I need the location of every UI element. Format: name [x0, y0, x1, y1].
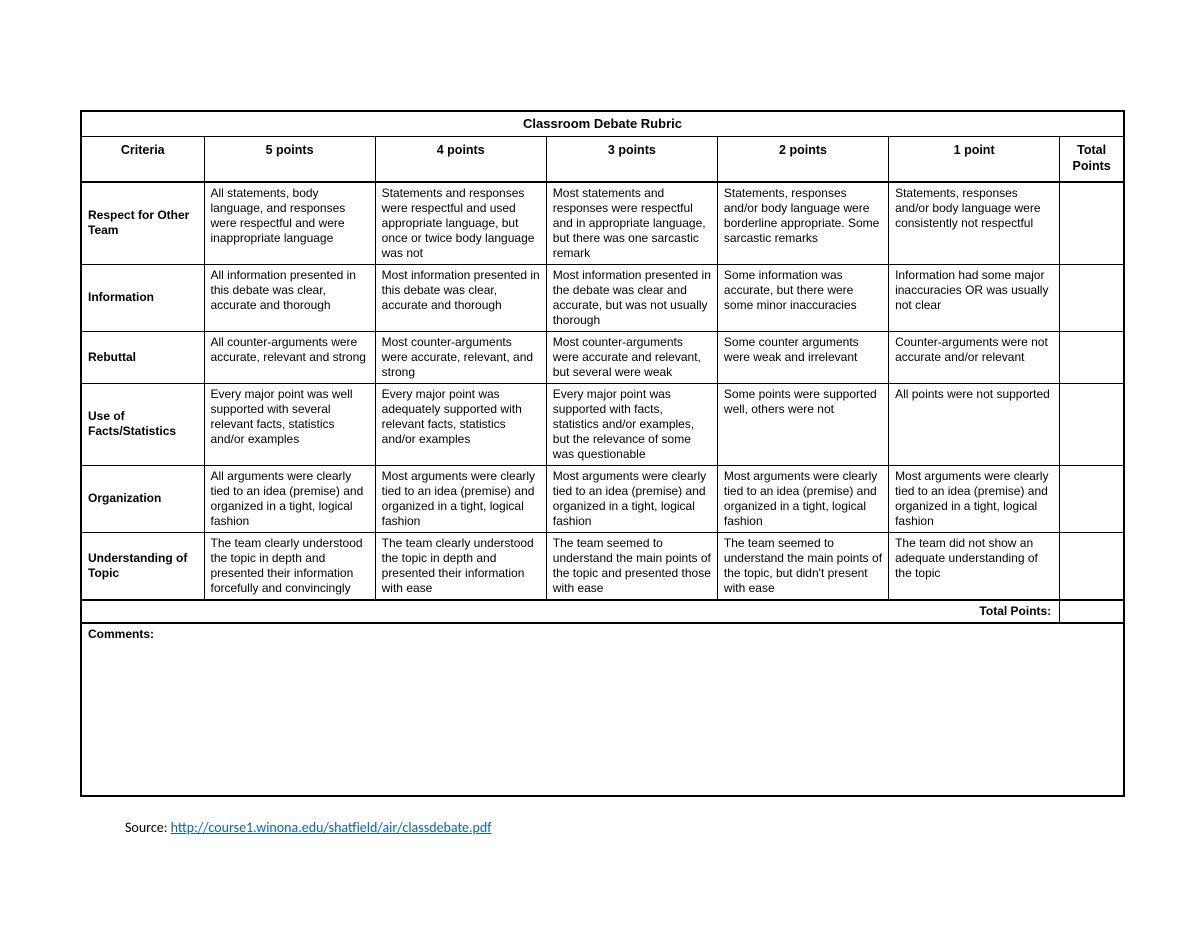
cell-5points: All statements, body language, and respo… — [204, 182, 375, 265]
table-row: Use of Facts/StatisticsEvery major point… — [81, 383, 1124, 465]
header-criteria: Criteria — [81, 137, 204, 182]
cell-5points: All counter-arguments were accurate, rel… — [204, 331, 375, 383]
rubric-body: Respect for Other TeamAll statements, bo… — [81, 182, 1124, 600]
cell-3points: Most statements and responses were respe… — [546, 182, 717, 265]
header-4points: 4 points — [375, 137, 546, 182]
cell-3points: Most counter-arguments were accurate and… — [546, 331, 717, 383]
table-row: OrganizationAll arguments were clearly t… — [81, 465, 1124, 532]
cell-4points: Most counter-arguments were accurate, re… — [375, 331, 546, 383]
criteria-cell: Organization — [81, 465, 204, 532]
criteria-cell: Information — [81, 264, 204, 331]
cell-2points: The team seemed to understand the main p… — [717, 532, 888, 600]
score-cell — [1060, 383, 1124, 465]
cell-3points: Most arguments were clearly tied to an i… — [546, 465, 717, 532]
comments-row: Comments: — [81, 623, 1124, 796]
cell-4points: Most information presented in this debat… — [375, 264, 546, 331]
cell-5points: All information presented in this debate… — [204, 264, 375, 331]
cell-3points: Every major point was supported with fac… — [546, 383, 717, 465]
score-cell — [1060, 182, 1124, 265]
table-row: Understanding of TopicThe team clearly u… — [81, 532, 1124, 600]
cell-4points: Every major point was adequately support… — [375, 383, 546, 465]
cell-3points: The team seemed to understand the main p… — [546, 532, 717, 600]
score-cell — [1060, 331, 1124, 383]
header-1point: 1 point — [889, 137, 1060, 182]
total-points-label: Total Points: — [81, 600, 1060, 623]
cell-1point: All points were not supported — [889, 383, 1060, 465]
table-row: RebuttalAll counter-arguments were accur… — [81, 331, 1124, 383]
cell-5points: The team clearly understood the topic in… — [204, 532, 375, 600]
criteria-cell: Understanding of Topic — [81, 532, 204, 600]
cell-2points: Some points were supported well, others … — [717, 383, 888, 465]
total-points-value — [1060, 600, 1124, 623]
criteria-cell: Respect for Other Team — [81, 182, 204, 265]
cell-1point: Most arguments were clearly tied to an i… — [889, 465, 1060, 532]
cell-2points: Some counter arguments were weak and irr… — [717, 331, 888, 383]
cell-4points: The team clearly understood the topic in… — [375, 532, 546, 600]
cell-2points: Most arguments were clearly tied to an i… — [717, 465, 888, 532]
cell-1point: The team did not show an adequate unders… — [889, 532, 1060, 600]
source-link[interactable]: http://course1.winona.edu/shatfield/air/… — [171, 819, 492, 836]
header-total: Total Points — [1060, 137, 1124, 182]
title-row: Classroom Debate Rubric — [81, 111, 1124, 137]
header-3points: 3 points — [546, 137, 717, 182]
cell-4points: Most arguments were clearly tied to an i… — [375, 465, 546, 532]
score-cell — [1060, 532, 1124, 600]
cell-5points: All arguments were clearly tied to an id… — [204, 465, 375, 532]
score-cell — [1060, 264, 1124, 331]
cell-1point: Information had some major inaccuracies … — [889, 264, 1060, 331]
criteria-cell: Rebuttal — [81, 331, 204, 383]
source-line: Source: http://course1.winona.edu/shatfi… — [125, 819, 1125, 836]
score-cell — [1060, 465, 1124, 532]
criteria-cell: Use of Facts/Statistics — [81, 383, 204, 465]
cell-4points: Statements and responses were respectful… — [375, 182, 546, 265]
cell-2points: Some information was accurate, but there… — [717, 264, 888, 331]
table-row: InformationAll information presented in … — [81, 264, 1124, 331]
table-row: Respect for Other TeamAll statements, bo… — [81, 182, 1124, 265]
comments-label: Comments: — [81, 623, 1124, 796]
page: Classroom Debate Rubric Criteria 5 point… — [0, 0, 1200, 836]
total-points-row: Total Points: — [81, 600, 1124, 623]
header-5points: 5 points — [204, 137, 375, 182]
rubric-title: Classroom Debate Rubric — [81, 111, 1124, 137]
cell-3points: Most information presented in the debate… — [546, 264, 717, 331]
rubric-table: Classroom Debate Rubric Criteria 5 point… — [80, 110, 1125, 797]
source-prefix: Source: — [125, 819, 171, 836]
header-2points: 2 points — [717, 137, 888, 182]
cell-1point: Counter-arguments were not accurate and/… — [889, 331, 1060, 383]
cell-2points: Statements, responses and/or body langua… — [717, 182, 888, 265]
header-row: Criteria 5 points 4 points 3 points 2 po… — [81, 137, 1124, 182]
cell-1point: Statements, responses and/or body langua… — [889, 182, 1060, 265]
cell-5points: Every major point was well supported wit… — [204, 383, 375, 465]
